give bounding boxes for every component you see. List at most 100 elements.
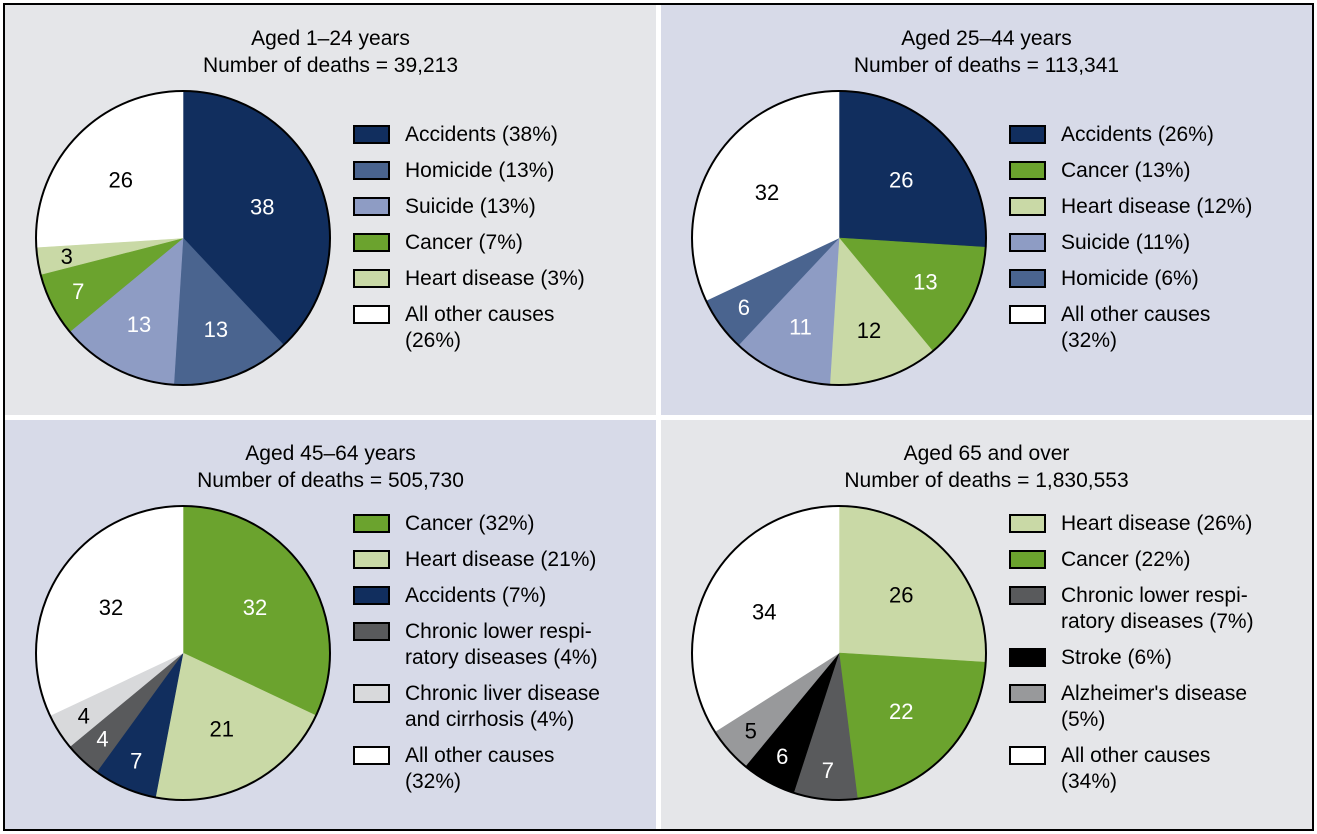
legend: Accidents (38%) Homicide (13%) Suicide (13… [353, 88, 653, 388]
legend-item-heart-disease: Heart disease (26%) [1009, 511, 1309, 537]
legend-item-all-other-causes: All other causes (34%) [1009, 743, 1309, 795]
slice-value-label-homicide: 6 [738, 295, 750, 320]
legend-label-cancer: Cancer (7%) [405, 231, 523, 254]
panel-title: Aged 65 and over [903, 441, 1070, 465]
legend-item-homicide: Homicide (6%) [1009, 266, 1309, 292]
legend-label-heart-disease: Heart disease (26%) [1061, 511, 1253, 535]
legend-label-all-other-causes: All other causes (32%) [1061, 303, 1211, 352]
panel-title-block: Aged 1–24 years Number of deaths = 39,21… [5, 25, 656, 79]
pie-chart-aged-25-44: 26 13 12 11 6 32 [691, 90, 987, 386]
legend-label-cancer: Cancer (32%) [405, 511, 535, 535]
legend-swatch-suicide [1009, 233, 1046, 252]
legend-swatch-all-other-causes [353, 305, 390, 324]
slice-value-label-all-other-causes: 32 [99, 595, 123, 620]
legend-label-all-other-causes: All other causes (34%) [1061, 743, 1211, 793]
legend-label-accidents: Accidents (26%) [1061, 123, 1214, 146]
legend-item-cancer: Cancer (7%) [353, 230, 653, 256]
panel-title: Aged 45–64 years [245, 441, 416, 465]
legend-item-chronic-lower-respiratory-diseases: Chronic lower respi- ratory diseases (4%… [353, 619, 653, 671]
slice-value-label-homicide: 13 [204, 317, 228, 342]
legend-swatch-heart-disease [1009, 197, 1046, 216]
legend-label-suicide: Suicide (13%) [405, 195, 536, 218]
pie-outline [691, 90, 987, 386]
legend-label-chronic-liver-disease-and-cirrhosis: Chronic liver disease and cirrhosis (4%) [405, 681, 600, 731]
panel-aged-65-over: Aged 65 and over Number of deaths = 1,83… [661, 419, 1312, 829]
legend-item-suicide: Suicide (11%) [1009, 230, 1309, 256]
figure-frame: Aged 1–24 years Number of deaths = 39,21… [3, 3, 1314, 831]
legend-item-chronic-liver-disease-and-cirrhosis: Chronic liver disease and cirrhosis (4%) [353, 681, 653, 733]
legend-label-chronic-lower-respiratory-diseases: Chronic lower respi- ratory diseases (7%… [1061, 583, 1254, 633]
legend-label-homicide: Homicide (6%) [1061, 267, 1199, 290]
legend-label-cancer: Cancer (22%) [1061, 547, 1191, 571]
panel-title-block: Aged 25–44 years Number of deaths = 113,… [661, 25, 1312, 79]
legend-label-heart-disease: Heart disease (12%) [1061, 195, 1253, 218]
legend-item-alzheimer-s-disease: Alzheimer's disease (5%) [1009, 681, 1309, 733]
legend-label-alzheimer-s-disease: Alzheimer's disease (5%) [1061, 681, 1248, 731]
legend-item-all-other-causes: All other causes (32%) [353, 743, 653, 795]
legend-swatch-cancer [353, 233, 390, 252]
legend-label-accidents: Accidents (7%) [405, 583, 547, 607]
panel-subtitle: Number of deaths = 505,730 [197, 468, 464, 492]
legend-swatch-all-other-causes [353, 745, 390, 765]
slice-value-label-alzheimer-s-disease: 5 [745, 718, 757, 743]
pie-outline [35, 504, 331, 801]
panel-title-block: Aged 65 and over Number of deaths = 1,83… [661, 440, 1312, 494]
legend-label-cancer: Cancer (13%) [1061, 159, 1191, 182]
legend-item-cancer: Cancer (13%) [1009, 158, 1309, 184]
panel-aged-45-64: Aged 45–64 years Number of deaths = 505,… [5, 419, 656, 829]
panel-subtitle: Number of deaths = 1,830,553 [844, 468, 1129, 492]
legend-label-stroke: Stroke (6%) [1061, 645, 1172, 669]
slice-value-label-accidents: 26 [889, 167, 913, 192]
legend-item-stroke: Stroke (6%) [1009, 645, 1309, 671]
slice-value-label-all-other-causes: 26 [109, 167, 133, 192]
slice-value-label-heart-disease: 26 [889, 582, 913, 607]
legend-swatch-stroke [1009, 647, 1046, 667]
slice-value-label-all-other-causes: 32 [755, 180, 779, 205]
legend-label-heart-disease: Heart disease (3%) [405, 267, 585, 290]
legend-swatch-cancer [353, 513, 390, 533]
slice-value-label-chronic-lower-respiratory-diseases: 4 [96, 726, 108, 751]
legend-swatch-cancer [1009, 161, 1046, 180]
slice-value-label-accidents: 38 [250, 194, 274, 219]
pie-outline [691, 504, 987, 801]
legend-item-cancer: Cancer (22%) [1009, 547, 1309, 573]
slice-value-label-cancer: 32 [243, 595, 267, 620]
legend-swatch-accidents [353, 585, 390, 605]
legend-item-suicide: Suicide (13%) [353, 194, 653, 220]
legend-swatch-homicide [353, 161, 390, 180]
legend: Cancer (32%) Heart disease (21%) Accidents… [353, 503, 653, 803]
legend-label-heart-disease: Heart disease (21%) [405, 547, 597, 571]
legend-swatch-accidents [353, 125, 390, 144]
slice-value-label-accidents: 7 [130, 748, 142, 773]
legend-item-accidents: Accidents (7%) [353, 583, 653, 609]
legend-swatch-cancer [1009, 549, 1046, 569]
legend-label-chronic-lower-respiratory-diseases: Chronic lower respi- ratory diseases (4%… [405, 619, 598, 669]
legend: Accidents (26%) Cancer (13%) Heart disease… [1009, 88, 1309, 388]
slice-value-label-cancer: 7 [72, 279, 84, 304]
legend: Heart disease (26%) Cancer (22%) Chronic l… [1009, 503, 1309, 803]
slice-value-label-cancer: 13 [913, 270, 937, 295]
panel-aged-25-44: Aged 25–44 years Number of deaths = 113,… [661, 5, 1312, 415]
panel-title-block: Aged 45–64 years Number of deaths = 505,… [5, 440, 656, 494]
legend-swatch-all-other-causes [1009, 305, 1046, 324]
legend-swatch-chronic-lower-respiratory-diseases [353, 621, 390, 641]
panel-title: Aged 25–44 years [901, 27, 1072, 50]
legend-swatch-homicide [1009, 269, 1046, 288]
legend-label-accidents: Accidents (38%) [405, 123, 558, 146]
pie-chart-aged-65-over: 26 22 7 65 34 [691, 504, 987, 801]
legend-label-suicide: Suicide (11%) [1061, 231, 1191, 254]
slice-value-label-heart-disease: 3 [61, 244, 73, 269]
legend-item-homicide: Homicide (13%) [353, 158, 653, 184]
pie-chart-aged-1-24: 38 13 13 7 3 26 [35, 90, 331, 386]
slice-value-label-suicide: 11 [789, 315, 812, 340]
legend-swatch-chronic-lower-respiratory-diseases [1009, 585, 1046, 605]
legend-item-accidents: Accidents (26%) [1009, 122, 1309, 148]
panel-aged-1-24: Aged 1–24 years Number of deaths = 39,21… [5, 5, 656, 415]
pie-outline [35, 90, 331, 386]
panel-title: Aged 1–24 years [251, 27, 410, 50]
legend-item-all-other-causes: All other causes (32%) [1009, 302, 1309, 354]
slice-value-label-heart-disease: 21 [209, 716, 233, 741]
panel-subtitle: Number of deaths = 39,213 [202, 54, 459, 77]
legend-item-accidents: Accidents (38%) [353, 122, 653, 148]
legend-item-cancer: Cancer (32%) [353, 511, 653, 537]
